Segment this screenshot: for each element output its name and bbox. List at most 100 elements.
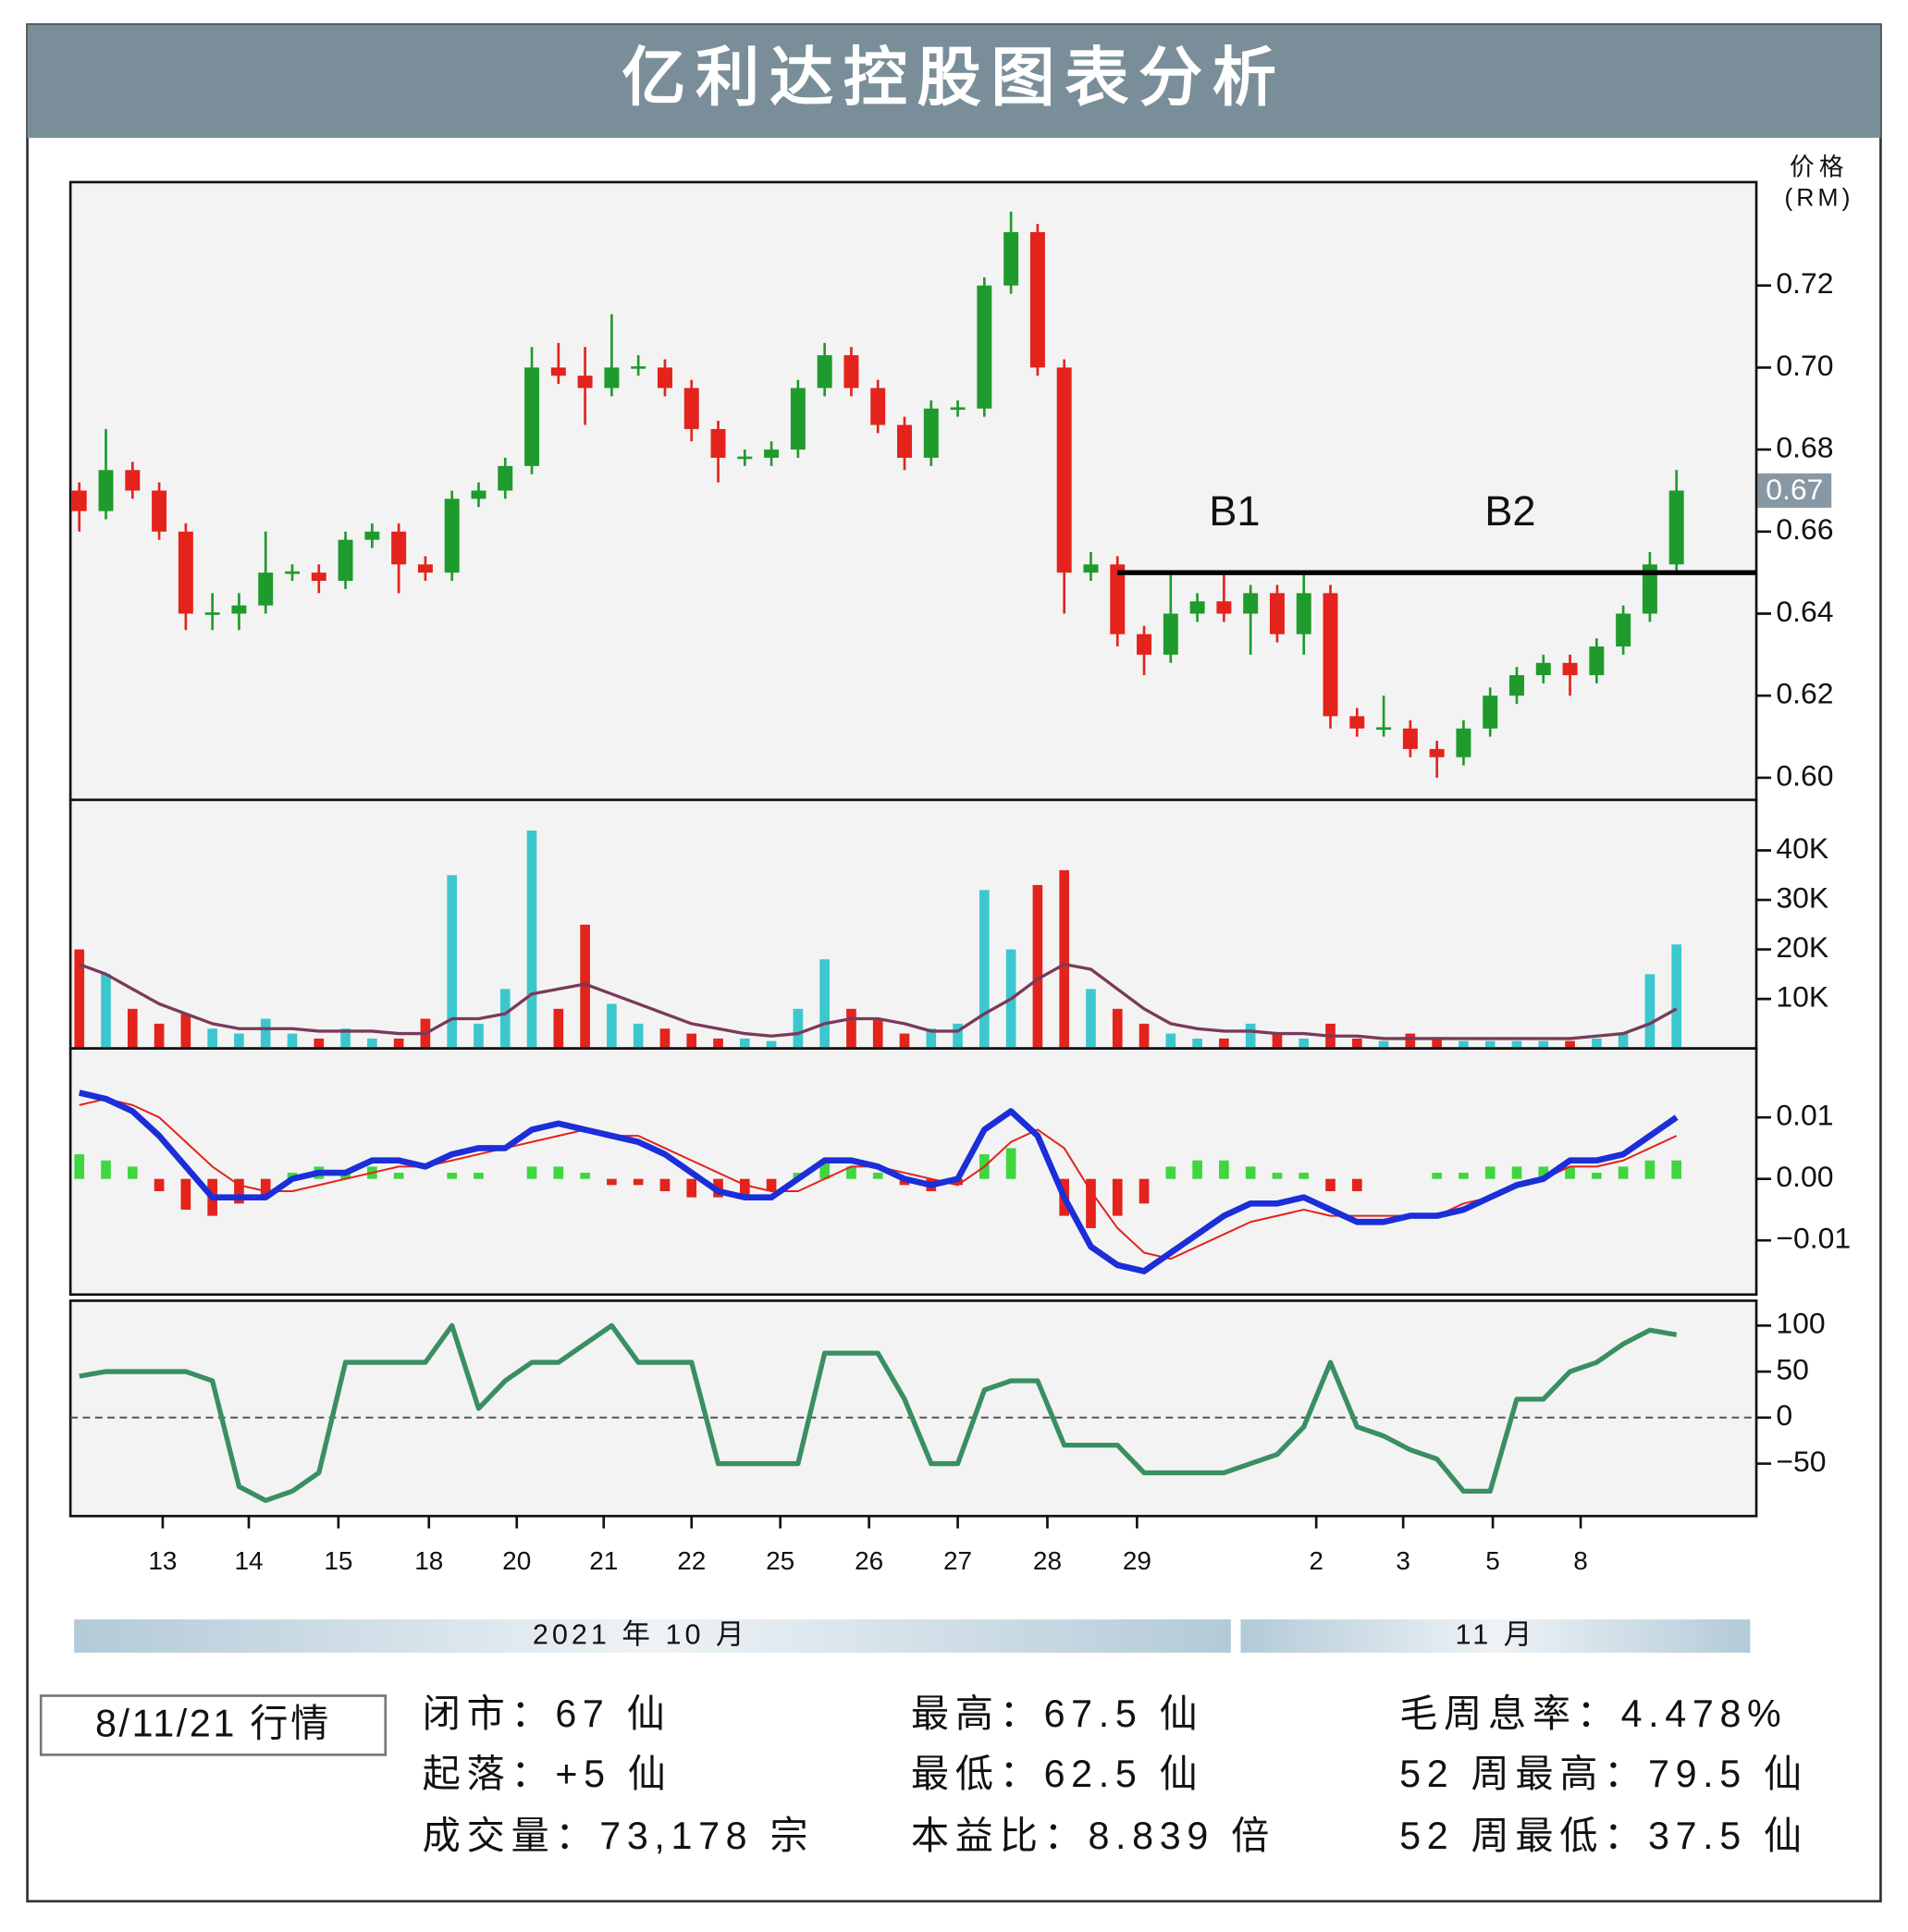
volume-bar (1618, 1033, 1629, 1049)
volume-bar (314, 1038, 325, 1049)
volume-bar (1644, 974, 1656, 1049)
histogram-bar (74, 1154, 85, 1179)
candle-body (737, 456, 753, 460)
candle-body (311, 572, 326, 582)
histogram-bar (1192, 1160, 1202, 1179)
volume-bar (154, 1023, 165, 1049)
histogram-bar (1459, 1173, 1469, 1179)
x-tick-label: 14 (234, 1546, 263, 1575)
histogram-bar (154, 1178, 165, 1191)
volume-bar (872, 1018, 883, 1049)
volume-bar (739, 1038, 750, 1049)
info-item: 最高：67.5 仙 (911, 1692, 1204, 1735)
volume-bar (580, 924, 590, 1049)
histogram-bar (819, 1160, 830, 1179)
volume-bar (526, 831, 537, 1049)
candle-body (843, 355, 859, 388)
info-item: 52 周最低：37.5 仙 (1399, 1815, 1808, 1857)
info-item: 毛周息率：4.478% (1399, 1692, 1787, 1735)
macd-line (78, 1089, 1679, 1274)
volume-bar (260, 1018, 271, 1049)
candle-body (524, 367, 540, 466)
oscillator-line (79, 1323, 1678, 1504)
candle-body (1003, 232, 1019, 286)
candle-body (1296, 593, 1311, 634)
histogram-bar (1165, 1166, 1176, 1179)
volume-bar (340, 1028, 351, 1049)
candle-body (1562, 662, 1578, 676)
candle-body (285, 571, 300, 574)
volume-bar (686, 1033, 697, 1049)
candle-body (790, 388, 806, 450)
volume-bar (207, 1028, 217, 1049)
volume-bar (766, 1040, 777, 1049)
annotation: B1 (1209, 487, 1260, 535)
y-tick-label: 40K (1776, 831, 1828, 865)
candle-body (178, 531, 193, 614)
panel (68, 798, 1758, 1050)
candle-body (71, 490, 87, 511)
histogram-bar (1432, 1173, 1442, 1179)
x-tick-label: 22 (677, 1546, 706, 1575)
candle-body (1668, 490, 1684, 565)
candle-body (1029, 232, 1045, 368)
histogram-bar (1139, 1178, 1150, 1204)
candle-body (1376, 727, 1392, 731)
histogram-bar (447, 1173, 458, 1179)
candle-body (1589, 646, 1605, 676)
x-tick-label: 26 (855, 1546, 883, 1575)
candle-body (258, 572, 274, 606)
annotation: B2 (1484, 487, 1535, 535)
x-tick-label: 18 (414, 1546, 443, 1575)
histogram-bar (1299, 1173, 1310, 1179)
histogram-bar (180, 1178, 191, 1210)
x-tick-label: 2 (1309, 1546, 1323, 1575)
histogram-bar (1219, 1160, 1229, 1179)
volume-bar (1565, 1040, 1575, 1049)
volume-bar (1032, 884, 1043, 1049)
volume-bar (979, 890, 990, 1049)
candle-body (631, 366, 646, 369)
candle-body (577, 375, 593, 388)
volume-bar (1112, 1008, 1123, 1049)
candle-body (1269, 593, 1285, 634)
histogram-bar (1325, 1178, 1336, 1191)
histogram-bar (846, 1166, 856, 1179)
volume-bar (1139, 1023, 1150, 1049)
volume-bar (1538, 1040, 1549, 1049)
candle-body (1349, 716, 1365, 729)
volume-bar (1299, 1038, 1310, 1049)
volume-bar (367, 1038, 377, 1049)
histogram-bar (1671, 1160, 1682, 1179)
volume-bar (607, 1003, 617, 1049)
candle-body (1483, 695, 1498, 729)
month-bar (1240, 1619, 1751, 1653)
y-tick-label: 0.62 (1776, 677, 1833, 710)
histogram-bar (127, 1166, 138, 1179)
candle-body (683, 388, 699, 429)
header-bar (27, 24, 1881, 139)
volume-bar (1484, 1040, 1496, 1049)
histogram-bar (766, 1178, 777, 1191)
y-tick-label: 100 (1776, 1307, 1825, 1340)
x-tick-label: 29 (1123, 1546, 1151, 1575)
candle-body (1110, 564, 1126, 634)
candle-body (391, 531, 407, 565)
volume-bar (1245, 1023, 1256, 1049)
volume-bar (819, 959, 830, 1049)
volume-bar (1671, 944, 1682, 1049)
x-tick-label: 27 (943, 1546, 972, 1575)
candle-body (1535, 662, 1551, 676)
y-tick-label: 0.01 (1776, 1099, 1833, 1132)
volume-bar (1059, 869, 1070, 1049)
candle-body (1137, 634, 1152, 655)
volume-bar (180, 1014, 191, 1049)
volume-bar (499, 989, 511, 1049)
candle-body (764, 449, 780, 458)
y-tick-label: 0.64 (1776, 595, 1833, 628)
histogram-bar (633, 1178, 644, 1186)
candle-body (152, 490, 167, 532)
histogram-bar (739, 1178, 750, 1198)
histogram-bar (872, 1173, 883, 1179)
volume-bar (1192, 1038, 1202, 1049)
